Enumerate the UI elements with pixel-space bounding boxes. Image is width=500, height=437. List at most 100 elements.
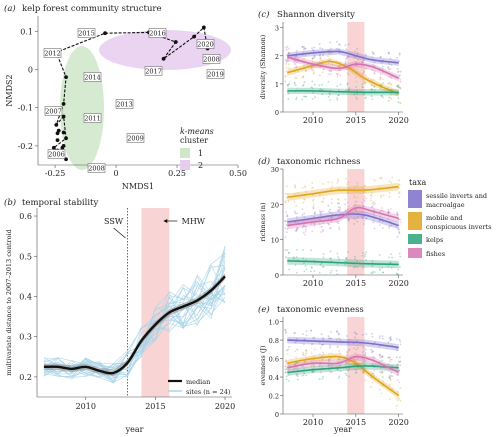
- raw-point: [370, 199, 372, 202]
- raw-point: [327, 181, 330, 184]
- raw-point: [389, 337, 392, 340]
- raw-point: [347, 218, 350, 221]
- raw-point: [293, 200, 296, 203]
- raw-point: [338, 48, 340, 51]
- raw-point: [285, 362, 288, 365]
- raw-point: [372, 79, 375, 81]
- raw-point: [285, 378, 288, 381]
- raw-point: [344, 263, 347, 266]
- raw-point: [372, 357, 375, 360]
- raw-point: [397, 268, 400, 271]
- raw-point: [362, 266, 364, 269]
- raw-point: [346, 192, 349, 195]
- raw-point: [296, 361, 299, 364]
- raw-point: [327, 80, 330, 83]
- raw-point: [361, 371, 364, 374]
- raw-point: [398, 52, 401, 55]
- raw-point: [380, 195, 382, 198]
- raw-point: [293, 61, 296, 64]
- raw-point: [287, 98, 290, 100]
- raw-point: [311, 60, 314, 62]
- raw-point: [373, 89, 376, 92]
- raw-point: [397, 373, 399, 376]
- raw-point: [396, 212, 399, 215]
- raw-point: [313, 336, 316, 339]
- raw-point: [398, 183, 401, 186]
- raw-point: [329, 371, 332, 374]
- raw-point: [311, 80, 314, 83]
- panel-label-c: (c): [258, 9, 269, 20]
- raw-point: [381, 78, 384, 81]
- raw-point: [335, 72, 338, 75]
- raw-point: [362, 217, 364, 220]
- raw-point: [284, 227, 287, 230]
- raw-point: [379, 87, 382, 89]
- year-label-box: [206, 69, 225, 79]
- raw-point: [312, 206, 315, 208]
- raw-point: [382, 194, 385, 197]
- raw-point: [286, 192, 289, 195]
- y-tick-label-e: 0: [275, 411, 279, 419]
- raw-point: [336, 73, 339, 76]
- raw-point: [302, 257, 305, 260]
- raw-point: [345, 89, 348, 92]
- raw-point: [391, 176, 394, 179]
- raw-point: [302, 84, 305, 86]
- raw-point: [378, 335, 381, 338]
- raw-point: [302, 84, 304, 87]
- raw-point: [381, 371, 384, 374]
- annotation-ssw: SSW: [104, 217, 124, 226]
- raw-point: [303, 216, 306, 219]
- raw-point: [347, 55, 349, 58]
- raw-point: [302, 201, 305, 204]
- raw-point: [293, 363, 296, 366]
- raw-point: [328, 337, 331, 340]
- raw-point: [296, 215, 298, 218]
- raw-point: [296, 192, 299, 195]
- raw-point: [373, 72, 376, 75]
- raw-point: [285, 48, 288, 51]
- raw-point: [354, 258, 356, 260]
- raw-point: [389, 360, 392, 363]
- raw-point: [397, 70, 400, 73]
- raw-point: [313, 223, 316, 226]
- raw-point: [346, 72, 349, 74]
- raw-point: [373, 85, 376, 88]
- raw-point: [371, 350, 374, 353]
- raw-point: [310, 270, 312, 273]
- raw-point: [335, 269, 338, 272]
- raw-point: [397, 97, 400, 100]
- year-label: 2013: [116, 101, 133, 109]
- raw-point: [363, 349, 366, 352]
- raw-point: [312, 57, 314, 60]
- raw-point: [347, 73, 350, 76]
- legend-label-taxa: conspicuous inverts: [426, 223, 491, 231]
- raw-point: [312, 56, 315, 59]
- raw-point: [305, 69, 308, 72]
- raw-point: [389, 57, 392, 60]
- raw-point: [388, 180, 391, 182]
- raw-point: [339, 74, 341, 77]
- raw-point: [318, 43, 321, 45]
- raw-point: [389, 208, 392, 210]
- raw-point: [395, 397, 398, 400]
- raw-point: [310, 365, 313, 368]
- raw-point: [390, 181, 393, 184]
- raw-point: [288, 83, 291, 85]
- legend-label-a: 2: [198, 161, 203, 170]
- raw-point: [396, 56, 398, 59]
- x-axis-label-b: year: [125, 425, 144, 434]
- raw-point: [287, 380, 290, 382]
- raw-point: [372, 218, 375, 221]
- raw-point: [338, 375, 341, 378]
- raw-point: [344, 198, 347, 201]
- raw-point: [303, 198, 306, 201]
- raw-point: [295, 52, 298, 54]
- raw-point: [354, 50, 357, 53]
- raw-point: [397, 85, 399, 88]
- raw-point: [305, 228, 307, 231]
- raw-point: [355, 80, 358, 83]
- raw-point: [381, 371, 383, 374]
- y-tick-label-c: 0: [275, 109, 279, 117]
